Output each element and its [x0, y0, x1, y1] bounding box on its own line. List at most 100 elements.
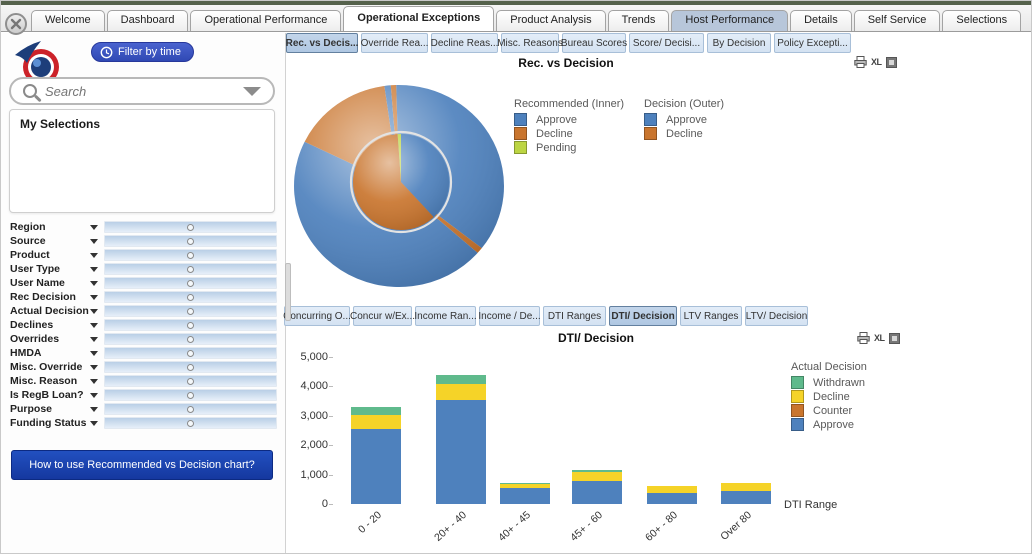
bar-over-80[interactable] [721, 483, 771, 504]
close-icon[interactable] [5, 13, 27, 35]
search-input[interactable] [45, 83, 243, 99]
filter-radio[interactable] [186, 308, 194, 315]
tab-product-analysis[interactable]: Product Analysis [496, 10, 606, 31]
filter-slider-track[interactable] [104, 235, 277, 247]
tab-trends[interactable]: Trends [607, 10, 670, 31]
bar-segment-withdrawn[interactable] [572, 469, 622, 473]
search-dropdown-icon[interactable] [243, 86, 261, 96]
filter-slider-track[interactable] [104, 291, 277, 303]
subtab-income-ran[interactable]: Income Ran... [414, 306, 477, 326]
filter-slider-track[interactable] [104, 403, 277, 415]
filter-slider-track[interactable] [104, 221, 277, 233]
chevron-down-icon[interactable] [90, 280, 98, 286]
filter-radio[interactable] [186, 350, 194, 357]
chevron-down-icon[interactable] [90, 252, 98, 258]
subtab-concurring-o[interactable]: Concurring O... [283, 306, 351, 326]
filter-slider-track[interactable] [104, 389, 277, 401]
filter-radio[interactable] [186, 406, 194, 413]
tab-self-service[interactable]: Self Service [853, 10, 941, 31]
tab-operational-performance[interactable]: Operational Performance [190, 10, 342, 31]
sidebar-splitter-handle[interactable] [285, 263, 291, 321]
filter-slider-track[interactable] [104, 417, 277, 429]
filter-radio[interactable] [186, 266, 194, 273]
filter-radio[interactable] [186, 392, 194, 399]
chevron-down-icon[interactable] [90, 294, 98, 300]
chevron-down-icon[interactable] [90, 406, 98, 412]
chevron-down-icon[interactable] [90, 336, 98, 342]
subtab-override-rea[interactable]: Override Rea... [361, 33, 428, 53]
bar-segment-approve[interactable] [721, 490, 771, 504]
search-box[interactable] [9, 77, 275, 105]
print-icon[interactable] [854, 56, 867, 68]
subtab-ltv-ranges[interactable]: LTV Ranges [680, 306, 742, 326]
bar-segment-decline[interactable] [572, 472, 622, 482]
chevron-down-icon[interactable] [90, 224, 98, 230]
filter-radio[interactable] [186, 364, 194, 371]
filter-slider-track[interactable] [104, 361, 277, 373]
maximize-icon[interactable] [885, 56, 897, 68]
subtab-dti-decision[interactable]: DTI/ Decision [609, 306, 677, 326]
filter-radio[interactable] [186, 322, 194, 329]
tab-dashboard[interactable]: Dashboard [106, 10, 189, 31]
bar-segment-decline[interactable] [351, 414, 401, 430]
bar-45-60[interactable] [572, 469, 622, 504]
help-button[interactable]: How to use Recommended vs Decision chart… [11, 450, 273, 480]
chevron-down-icon[interactable] [90, 322, 98, 328]
subtab-concur-w-ex[interactable]: Concur w/Ex... [350, 306, 415, 326]
bar-0-20[interactable] [351, 406, 401, 504]
bar-segment-decline[interactable] [436, 384, 486, 400]
bar-segment-withdrawn[interactable] [351, 406, 401, 415]
tab-welcome[interactable]: Welcome [31, 10, 105, 31]
bar-segment-approve[interactable] [572, 481, 622, 504]
bar-segment-withdrawn[interactable] [500, 482, 550, 485]
bar-segment-decline[interactable] [500, 484, 550, 488]
filter-radio[interactable] [186, 252, 194, 259]
tab-operational-exceptions[interactable]: Operational Exceptions [343, 6, 495, 31]
subtab-policy-excepti[interactable]: Policy Excepti... [774, 33, 851, 53]
excel-export-icon[interactable]: XL [871, 57, 882, 67]
filter-radio[interactable] [186, 280, 194, 287]
subtab-rec-vs-decis[interactable]: Rec. vs Decis... [286, 33, 358, 53]
chevron-down-icon[interactable] [90, 308, 98, 314]
chevron-down-icon[interactable] [90, 238, 98, 244]
subtab-bureau-scores[interactable]: Bureau Scores [561, 33, 627, 53]
filter-slider-track[interactable] [104, 333, 277, 345]
bar-segment-approve[interactable] [500, 487, 550, 504]
subtab-misc-reasons[interactable]: Misc. Reasons [497, 33, 563, 53]
bar-40-45[interactable] [500, 482, 550, 504]
tab-details[interactable]: Details [790, 10, 852, 31]
filter-slider-track[interactable] [104, 249, 277, 261]
chevron-down-icon[interactable] [90, 350, 98, 356]
subtab-income-de[interactable]: Income / De... [478, 306, 541, 326]
filter-slider-track[interactable] [104, 347, 277, 359]
filter-slider-track[interactable] [104, 277, 277, 289]
filter-slider-track[interactable] [104, 319, 277, 331]
filter-slider-track[interactable] [104, 263, 277, 275]
filter-radio[interactable] [186, 378, 194, 385]
filter-radio[interactable] [186, 294, 194, 301]
bar-segment-decline[interactable] [721, 483, 771, 491]
chevron-down-icon[interactable] [90, 266, 98, 272]
maximize-icon[interactable] [888, 332, 900, 344]
bar-20-40[interactable] [436, 374, 486, 504]
dti-decision-bar-chart[interactable]: 0 1,000 2,000 3,000 4,000 5,000 0 - 20 20+ - 40… [300, 351, 776, 544]
subtab-ltv-decision[interactable]: LTV/ Decision [745, 306, 808, 326]
filter-slider-track[interactable] [104, 305, 277, 317]
subtab-decline-reas[interactable]: Decline Reas... [431, 33, 498, 53]
excel-export-icon[interactable]: XL [874, 333, 885, 343]
subtab-by-decision[interactable]: By Decision [707, 33, 771, 53]
print-icon[interactable] [857, 332, 870, 344]
filter-by-time-button[interactable]: Filter by time [91, 42, 194, 62]
tab-host-performance[interactable]: Host Performance [671, 10, 789, 31]
bar-60-80[interactable] [647, 486, 697, 504]
subtab-dti-ranges[interactable]: DTI Ranges [543, 306, 606, 326]
filter-radio[interactable] [186, 224, 194, 231]
chevron-down-icon[interactable] [90, 392, 98, 398]
filter-radio[interactable] [186, 336, 194, 343]
chevron-down-icon[interactable] [90, 420, 98, 426]
chevron-down-icon[interactable] [90, 378, 98, 384]
filter-slider-track[interactable] [104, 375, 277, 387]
chevron-down-icon[interactable] [90, 364, 98, 370]
bar-segment-decline[interactable] [647, 486, 697, 494]
tab-selections[interactable]: Selections [942, 10, 1022, 31]
